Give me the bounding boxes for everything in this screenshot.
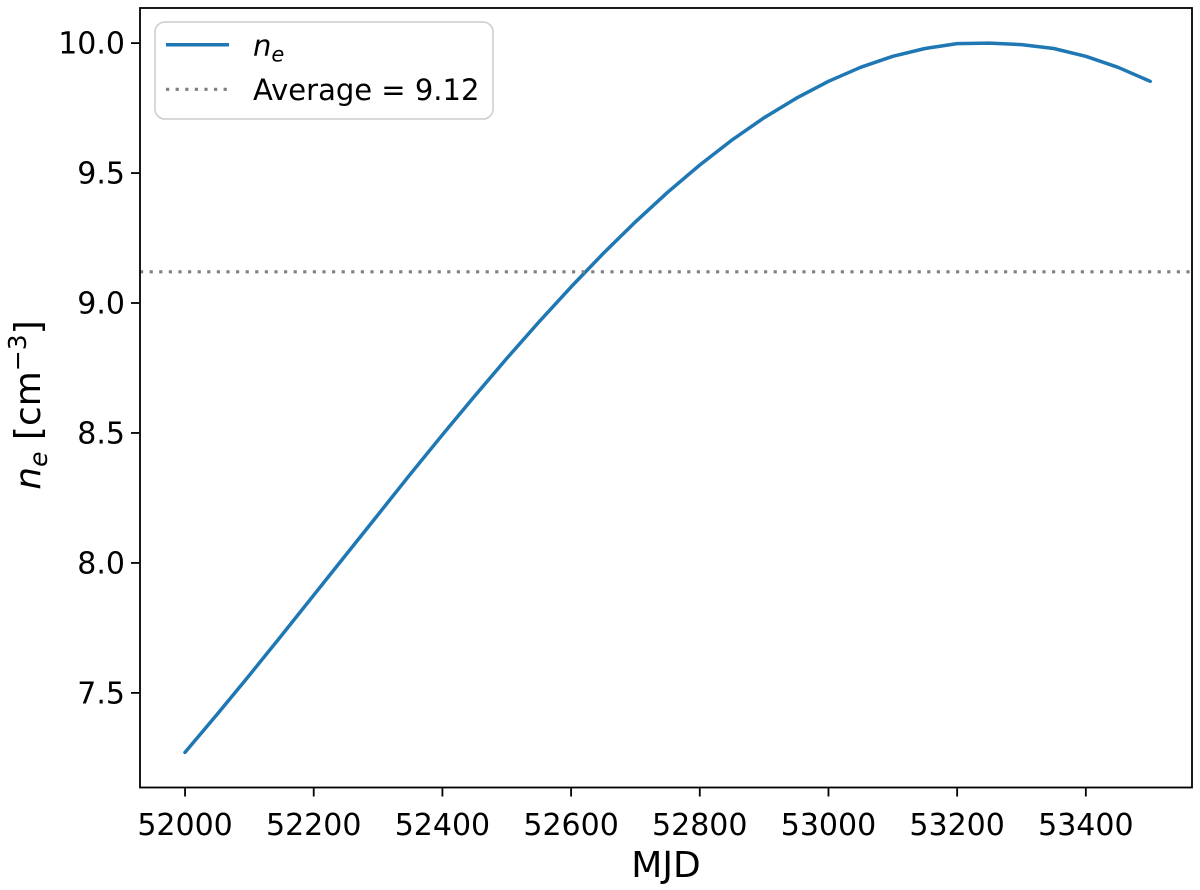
x-tick-label: 52600 xyxy=(523,808,618,843)
x-tick-label: 53000 xyxy=(781,808,876,843)
x-tick-label: 53400 xyxy=(1038,808,1133,843)
y-axis-label-sup: −3 xyxy=(3,334,32,371)
legend-label-ne: ne xyxy=(253,29,284,67)
y-tick-label: 9.0 xyxy=(77,287,125,322)
x-axis-label: MJD xyxy=(631,845,700,886)
y-tick-label: 10.0 xyxy=(58,27,125,62)
y-axis-label-mid: [cm xyxy=(8,371,49,451)
y-axis-label-sub: e xyxy=(24,452,53,467)
y-axis-label-end: ] xyxy=(8,320,49,334)
x-axis-ticks: 52000 52200 52400 52600 52800 53000 53200 53400 xyxy=(137,788,1134,843)
legend: ne Average = 9.12 xyxy=(154,21,494,120)
y-axis-label-var: n xyxy=(8,467,49,490)
legend-box xyxy=(154,21,494,120)
x-tick-label: 52200 xyxy=(266,808,361,843)
y-tick-label: 8.0 xyxy=(77,546,125,581)
ne-curve xyxy=(183,41,1152,755)
legend-label-ne-var: n xyxy=(253,29,271,63)
x-tick-label: 52000 xyxy=(137,808,232,843)
y-tick-label: 7.5 xyxy=(77,676,125,711)
x-tick-label: 52400 xyxy=(395,808,490,843)
axes-frame xyxy=(139,7,1193,789)
y-axis-label: ne [cm−3] xyxy=(3,320,53,489)
y-axis-ticks: 7.5 8.0 8.5 9.0 9.5 10.0 xyxy=(58,27,140,711)
y-tick-label: 8.5 xyxy=(77,416,125,451)
legend-label-average: Average = 9.12 xyxy=(253,73,479,107)
y-tick-label: 9.5 xyxy=(77,157,125,192)
x-tick-label: 52800 xyxy=(652,808,747,843)
plot-area xyxy=(140,41,1192,755)
legend-label-ne-sub: e xyxy=(271,43,284,67)
x-tick-label: 53200 xyxy=(909,808,1004,843)
